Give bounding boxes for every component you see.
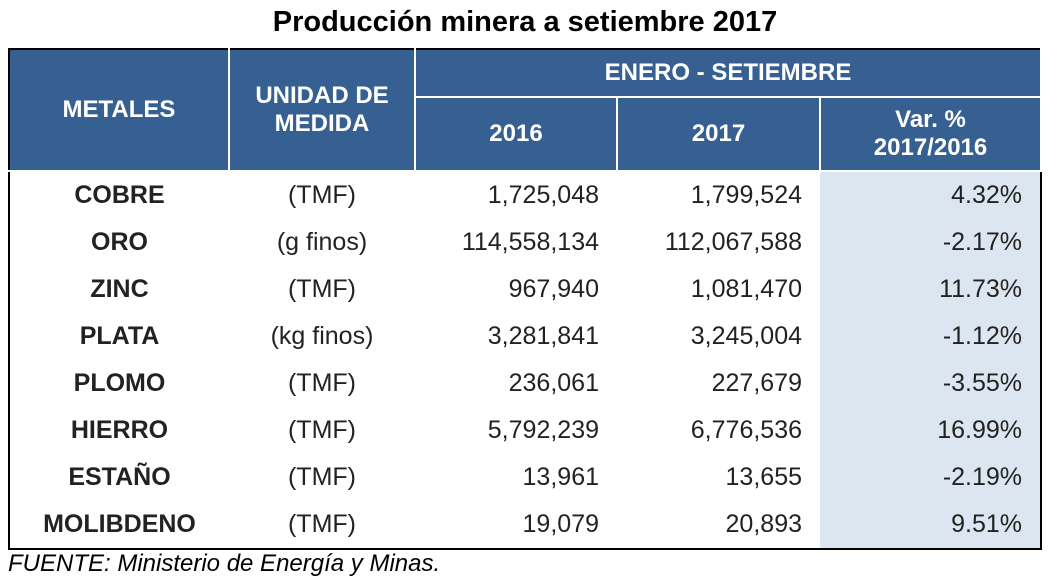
- cell-metal: HIERRO: [70, 416, 169, 444]
- cell-unidad: (TMF): [287, 463, 357, 491]
- cell-v2017: 112,067,588: [664, 228, 802, 256]
- cell-v2017: 227,679: [711, 369, 802, 397]
- table-row: PLOMO (TMF) 236,061 227,679 -3.55%: [9, 360, 1042, 407]
- cell-unidad: (TMF): [287, 275, 357, 303]
- cell-unidad: (g finos): [276, 228, 368, 256]
- cell-var: 9.51%: [820, 501, 1042, 549]
- header-var: Var. % 2017/2016: [818, 96, 1043, 172]
- cell-var: 4.32%: [820, 171, 1042, 219]
- cell-var: -2.17%: [820, 219, 1042, 266]
- cell-unidad: (kg finos): [270, 322, 374, 350]
- source-note: FUENTE: Ministerio de Energía y Minas.: [8, 550, 441, 577]
- cell-metal: ORO: [91, 228, 148, 256]
- cell-var: 16.99%: [820, 407, 1042, 454]
- cell-metal: MOLIBDENO: [43, 510, 196, 538]
- table-title: Producción minera a setiembre 2017: [272, 6, 778, 38]
- header-unidad: UNIDAD DE MEDIDA: [228, 49, 416, 172]
- cell-metal: PLATA: [79, 322, 160, 350]
- cell-v2017: 13,655: [725, 463, 802, 491]
- cell-metal: ESTAÑO: [68, 463, 171, 491]
- table-row: COBRE (TMF) 1,725,048 1,799,524 4.32%: [9, 171, 1042, 219]
- table-row: MOLIBDENO (TMF) 19,079 20,893 9.51%: [9, 501, 1042, 549]
- cell-var: -3.55%: [820, 360, 1042, 407]
- production-table: METALES UNIDAD DE MEDIDA ENERO - SETIEMB…: [8, 48, 1043, 550]
- cell-unidad: (TMF): [287, 416, 357, 444]
- table-row: ZINC (TMF) 967,940 1,081,470 11.73%: [9, 266, 1042, 313]
- cell-v2016: 5,792,239: [487, 416, 599, 444]
- cell-v2017: 1,799,524: [690, 181, 802, 209]
- cell-v2016: 3,281,841: [487, 322, 599, 350]
- cell-var: -1.12%: [820, 313, 1042, 360]
- cell-v2016: 1,725,048: [487, 181, 599, 209]
- cell-v2016: 19,079: [522, 510, 599, 538]
- table-row: PLATA (kg finos) 3,281,841 3,245,004 -1.12%: [9, 313, 1042, 360]
- header-periodo: ENERO - SETIEMBRE: [413, 49, 1043, 98]
- cell-v2016: 967,940: [508, 275, 599, 303]
- cell-metal: COBRE: [74, 181, 165, 209]
- cell-v2017: 3,245,004: [690, 322, 802, 350]
- header-2016: 2016: [415, 96, 618, 172]
- cell-v2017: 20,893: [725, 510, 802, 538]
- cell-v2017: 1,081,470: [690, 275, 802, 303]
- cell-var: 11.73%: [820, 266, 1042, 313]
- cell-metal: ZINC: [90, 275, 149, 303]
- cell-unidad: (TMF): [287, 181, 357, 209]
- cell-v2017: 6,776,536: [690, 416, 802, 444]
- table-row: HIERRO (TMF) 5,792,239 6,776,536 16.99%: [9, 407, 1042, 454]
- header-metales: METALES: [9, 49, 230, 172]
- header-2017: 2017: [616, 96, 821, 172]
- table-row: ESTAÑO (TMF) 13,961 13,655 -2.19%: [9, 454, 1042, 501]
- cell-unidad: (TMF): [287, 369, 357, 397]
- cell-unidad: (TMF): [287, 510, 357, 538]
- cell-v2016: 114,558,134: [461, 228, 599, 256]
- cell-metal: PLOMO: [73, 369, 166, 397]
- cell-var: -2.19%: [820, 454, 1042, 501]
- table-row: ORO (g finos) 114,558,134 112,067,588 -2.17%: [9, 219, 1042, 266]
- cell-v2016: 13,961: [522, 463, 599, 491]
- cell-v2016: 236,061: [508, 369, 599, 397]
